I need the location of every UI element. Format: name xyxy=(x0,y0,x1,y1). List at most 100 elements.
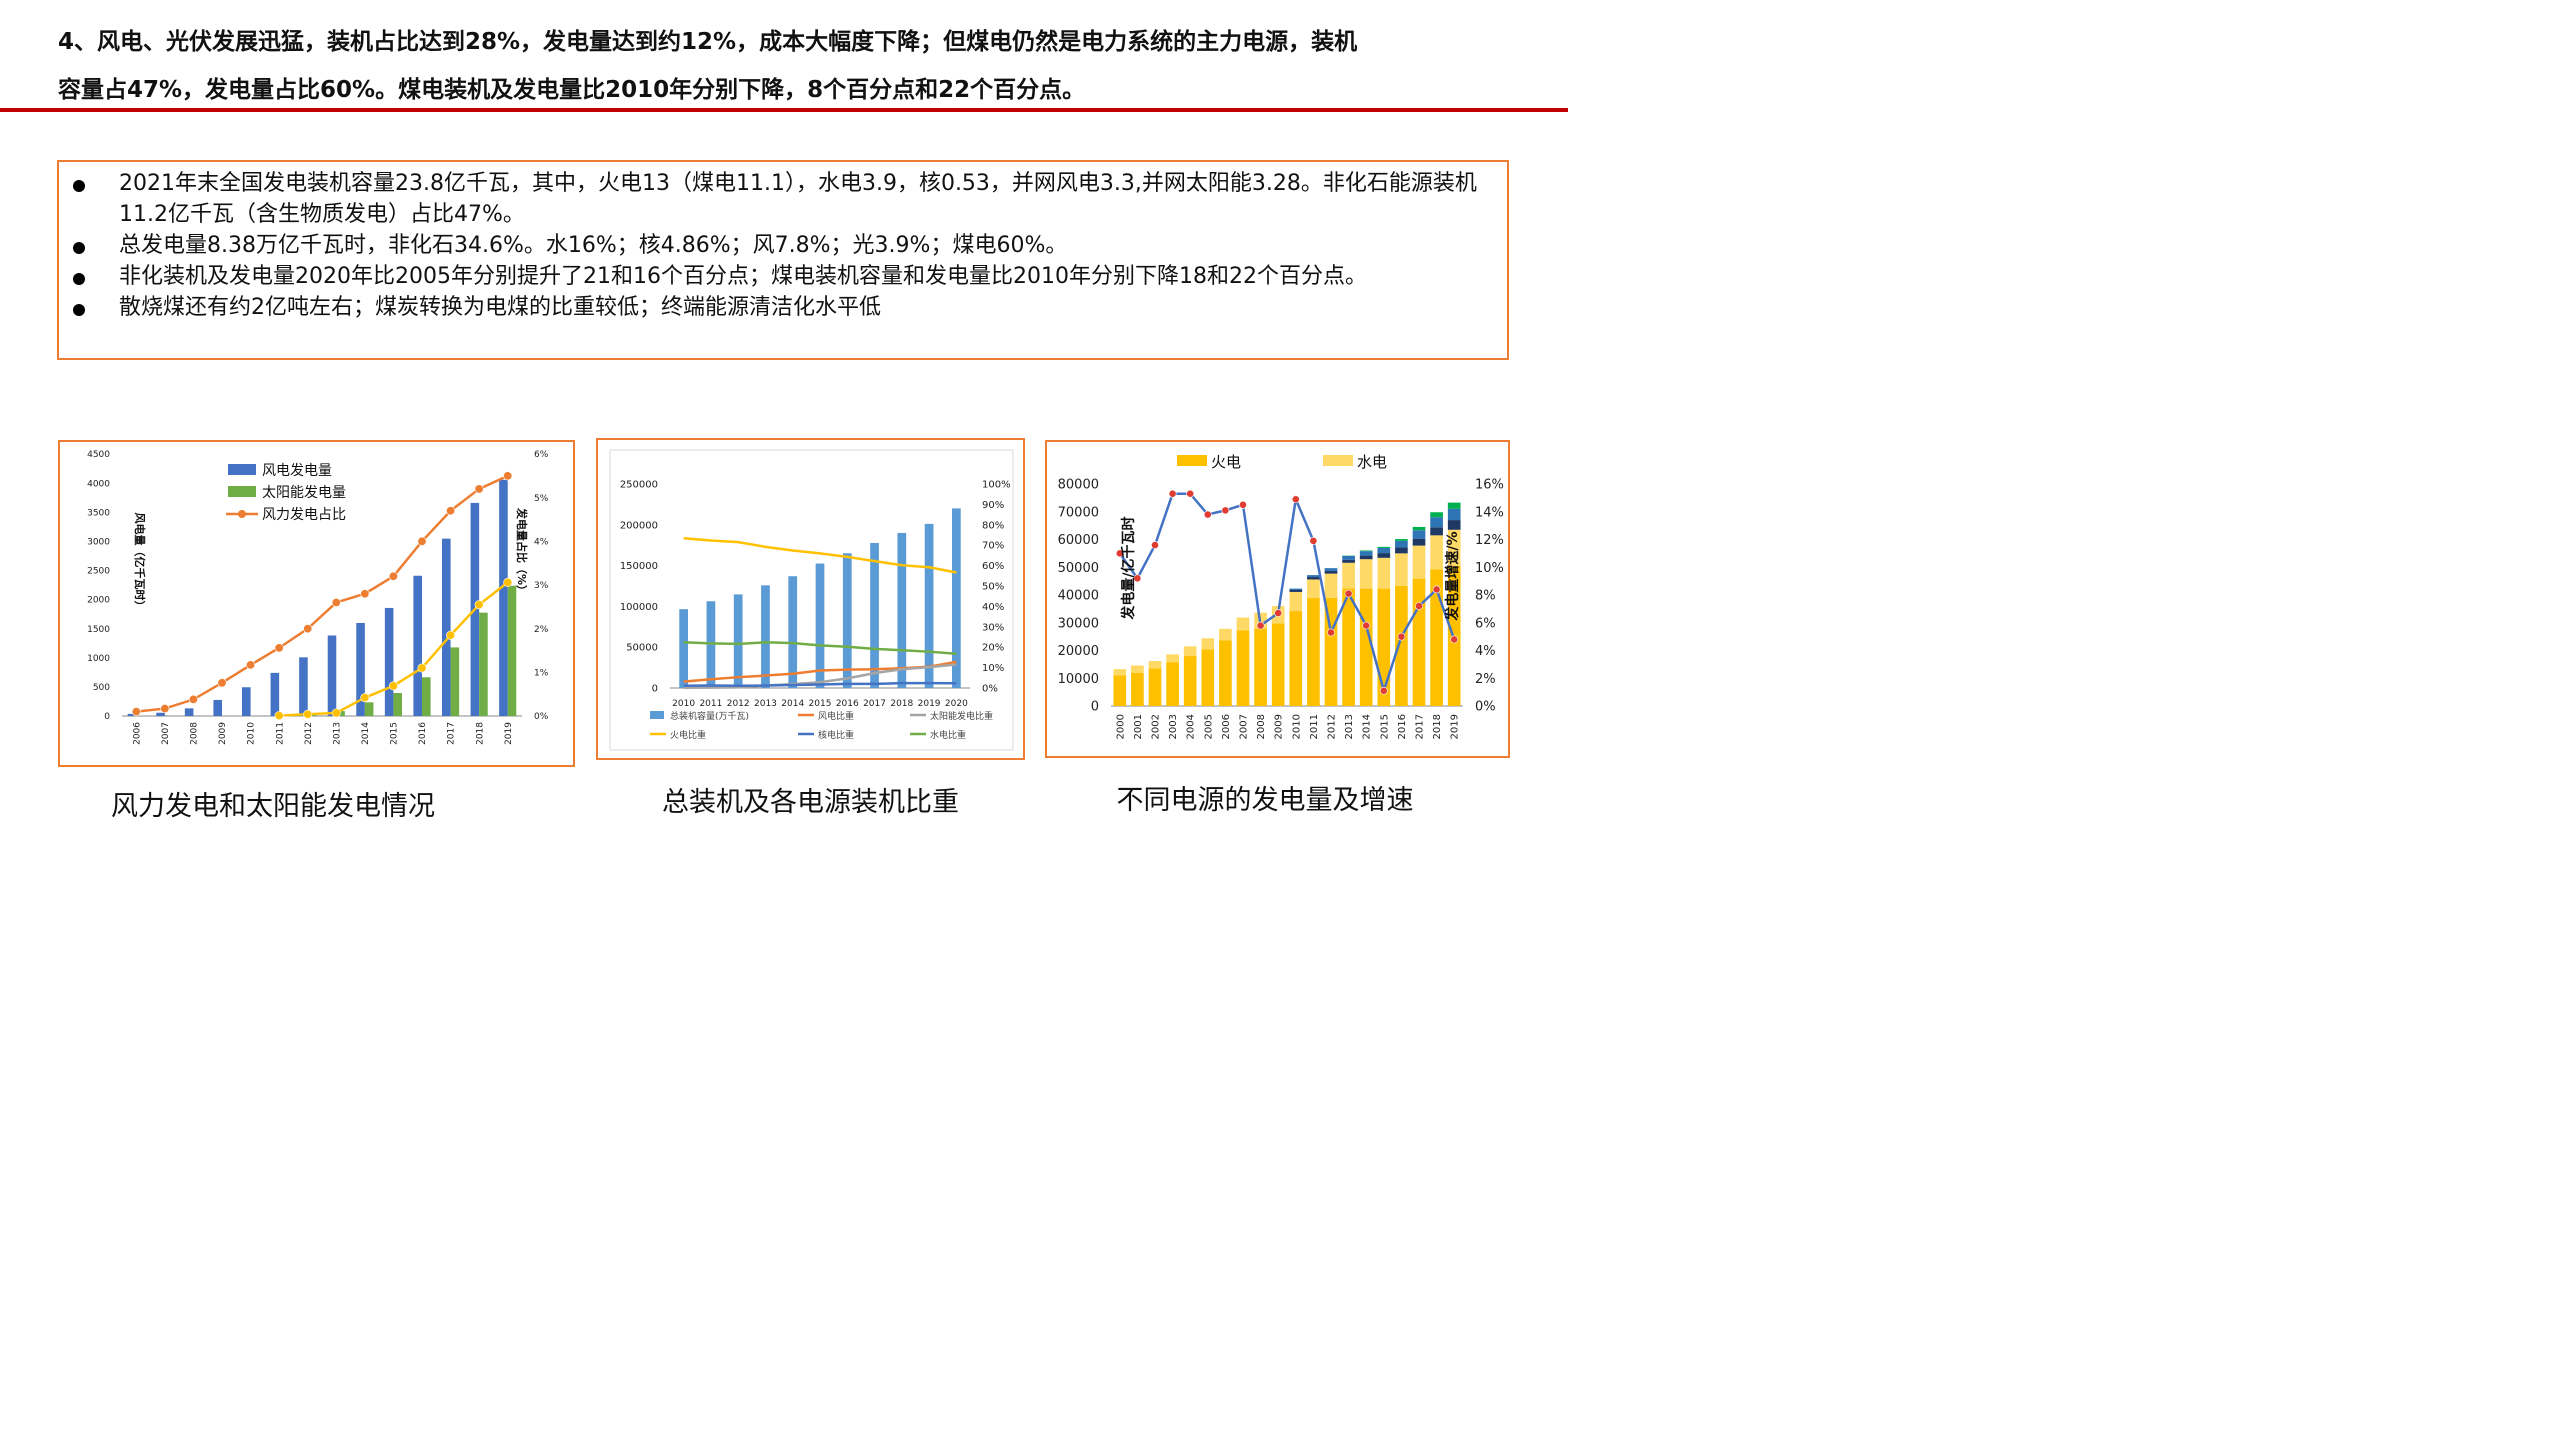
bar-wind xyxy=(299,657,308,716)
y-tick-label: 0 xyxy=(104,712,110,722)
stack-segment xyxy=(1289,591,1303,612)
growth-rate-point xyxy=(1115,549,1124,558)
y2-tick-label: 0% xyxy=(534,712,549,722)
bullet-dot-icon xyxy=(73,242,85,254)
chart3-caption: 不同电源的发电量及增速 xyxy=(1116,785,1414,816)
bar-wind xyxy=(442,538,451,716)
bullet-text: 散烧煤还有约2亿吨左右；煤炭转换为电煤的比重较低；终端能源清洁化水平低 xyxy=(119,295,881,320)
solar-share-point xyxy=(446,630,456,640)
stack-segment xyxy=(1219,628,1232,641)
stack-segment xyxy=(1359,551,1373,556)
x-tick-label: 2001 xyxy=(1133,714,1144,739)
wind-share-point xyxy=(360,589,370,599)
bullet-text: 2021年末全国发电装机容量23.8亿千瓦，其中，火电13（煤电11.1），水电… xyxy=(119,171,1477,227)
y2-tick-label: 60% xyxy=(982,561,1004,572)
wind-solar-chart: 0 500 1000 1500 2000 2500 3000 3500 4000 4500 0% 1%… xyxy=(87,450,549,745)
bar-solar xyxy=(364,702,374,716)
x-tick-label: 2011 xyxy=(1309,714,1320,739)
stack-segment xyxy=(1183,656,1197,706)
wind-share-point xyxy=(303,624,313,634)
y-tick-label: 500 xyxy=(93,683,110,693)
solar-share-point xyxy=(503,577,513,587)
x-tick-label: 2016 xyxy=(836,699,859,709)
bullet-dot-icon xyxy=(73,180,85,192)
legend-label: 太阳能发电比重 xyxy=(930,710,993,722)
y-tick-label: 3000 xyxy=(87,537,110,547)
y2-tick-label: 0% xyxy=(1475,700,1496,715)
y-tick-label: 80000 xyxy=(1058,478,1099,493)
slide-title: 4、风电、光伏发展迅猛，装机占比达到28%，发电量达到约12%，成本大幅度下降；… xyxy=(58,18,1528,114)
growth-rate-point xyxy=(1379,686,1388,695)
y2-axis-title: 发电量增速/% xyxy=(1444,531,1461,621)
y-tick-label: 10000 xyxy=(1058,672,1099,687)
bar-total-capacity xyxy=(761,585,770,688)
y2-tick-label: 20% xyxy=(982,643,1004,654)
x-tick-label: 2012 xyxy=(727,699,750,709)
y-tick-label: 4500 xyxy=(87,450,110,460)
bar-wind xyxy=(499,479,508,716)
stack-segment xyxy=(1342,562,1355,589)
capacity-share-chart-panel: 0 50000 100000 150000 200000 250000 0% 10% 20% 30… xyxy=(596,438,1025,760)
line--4472c4-line xyxy=(683,681,957,688)
x-tick-label: 2010 xyxy=(1291,714,1302,739)
x-tick-label: 2011 xyxy=(275,722,285,745)
x-tick-label: 2015 xyxy=(390,722,400,745)
bar-total-capacity xyxy=(952,508,961,688)
growth-rate-point xyxy=(1327,628,1335,637)
x-tick-label: 2019 xyxy=(918,699,941,709)
legend-label: 风力发电占比 xyxy=(262,507,346,523)
legend-swatch xyxy=(650,711,664,719)
stack-segment xyxy=(1201,649,1215,706)
wind-share-point xyxy=(331,597,341,607)
stack-segment xyxy=(1412,530,1426,539)
x-tick-label: 2010 xyxy=(672,699,695,709)
bar-total-capacity xyxy=(706,601,716,688)
stack-segment xyxy=(1430,535,1443,570)
wind-share-point xyxy=(131,707,141,717)
y2-tick-label: 100% xyxy=(982,480,1011,491)
wind-share-line xyxy=(136,474,509,713)
bar-wind xyxy=(184,708,194,716)
bar-total-capacity xyxy=(815,563,825,688)
x-tick-label: 2016 xyxy=(418,722,428,745)
bullet-text: 总发电量8.38万亿千瓦时，非化石34.6%。水16%；核4.86%；风7.8%… xyxy=(119,233,1068,258)
y2-tick-label: 2% xyxy=(534,625,549,635)
y-tick-label: 1500 xyxy=(87,625,110,635)
stack-segment xyxy=(1113,669,1127,676)
title-divider xyxy=(0,108,1568,112)
y2-tick-label: 8% xyxy=(1475,589,1496,604)
bar-total-capacity xyxy=(679,609,688,688)
y2-tick-label: 2% xyxy=(1475,672,1496,687)
legend-swatch xyxy=(1323,455,1353,466)
summary-box: 2021年末全国发电装机容量23.8亿千瓦，其中，火电13（煤电11.1），水电… xyxy=(57,160,1509,360)
x-tick-label: 2014 xyxy=(1362,714,1373,739)
stack-segment xyxy=(1324,568,1338,571)
generation-growth-chart-panel: 0 10000 20000 30000 40000 50000 60000 70000 8000… xyxy=(1045,440,1510,758)
slide-title-line-2: 容量占47%，发电量占比60%。煤电装机及发电量比2010年分别下降，8个百分点… xyxy=(58,77,1086,103)
bar-wind xyxy=(127,713,137,716)
line--70ad47-line xyxy=(683,641,957,655)
stack-segment xyxy=(1430,517,1443,528)
stack-segment xyxy=(1236,617,1250,631)
bar-wind xyxy=(413,575,422,716)
y2-tick-label: 4% xyxy=(1475,644,1496,659)
wind-share-point xyxy=(160,704,170,714)
stack-segment xyxy=(1377,546,1391,548)
x-tick-label: 2015 xyxy=(1379,714,1390,739)
stack-segment xyxy=(1342,588,1355,706)
growth-rate-point xyxy=(1450,635,1459,644)
x-tick-label: 2017 xyxy=(1415,714,1426,739)
stack-segment xyxy=(1342,555,1355,560)
stack-segment xyxy=(1377,553,1391,558)
bar-wind xyxy=(384,607,394,716)
stack-segment xyxy=(1271,623,1285,706)
chart1-caption: 风力发电和太阳能发电情况 xyxy=(111,791,435,822)
bullet-item: 散烧煤还有约2亿吨左右；煤炭转换为电煤的比重较低；终端能源清洁化水平低 xyxy=(59,292,1507,323)
bar-solar xyxy=(507,585,517,716)
x-tick-label: 2008 xyxy=(1256,714,1267,739)
stack-segment xyxy=(1395,539,1408,541)
y-tick-label: 3500 xyxy=(87,508,110,518)
x-tick-label: 2005 xyxy=(1203,714,1214,739)
wind-share-point xyxy=(188,694,198,704)
solar-share-point xyxy=(417,663,427,673)
